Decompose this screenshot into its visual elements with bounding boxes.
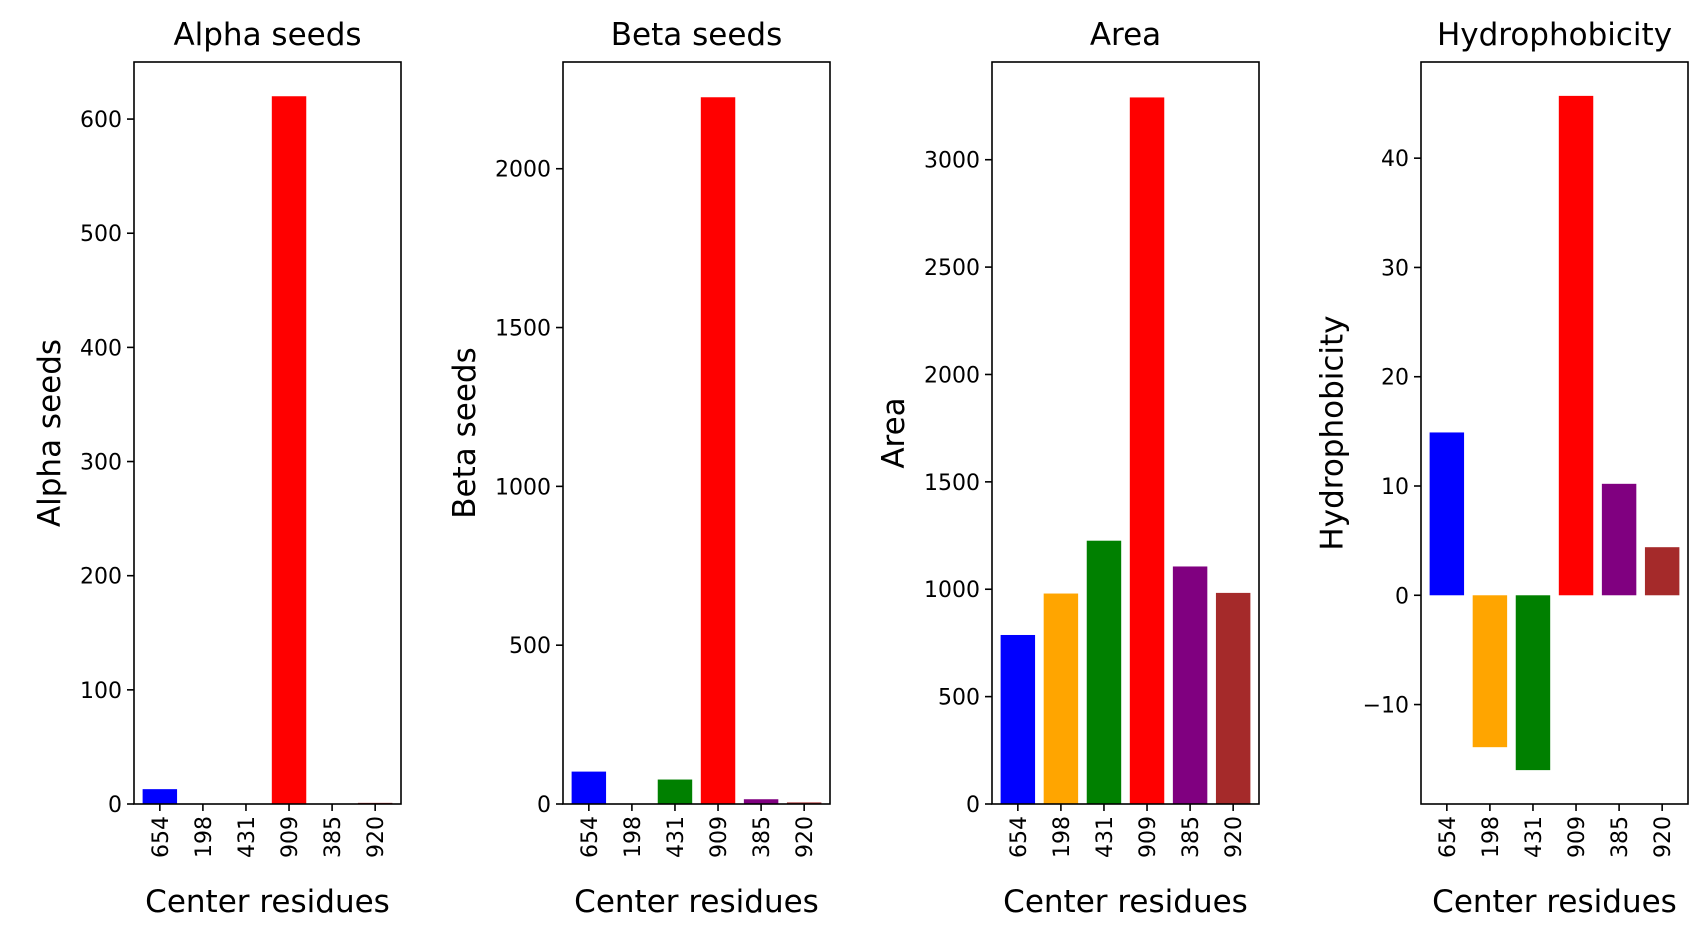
y-axis-label: Beta seeds [447, 347, 483, 518]
y-tick-label: −10 [1363, 694, 1409, 719]
y-tick-label: 1500 [495, 317, 551, 342]
subplot-1: 0 100 200 300 400 500 600 654 198 431 909 385 920 Alp… [32, 17, 402, 920]
bar-909 [1558, 95, 1594, 596]
bar-909 [271, 96, 307, 804]
bar-920 [1644, 547, 1680, 596]
bar-385 [743, 799, 779, 804]
subplot-title: Alpha seeds [173, 17, 361, 53]
bar-654 [571, 771, 607, 804]
x-tick-label: 431 [235, 816, 260, 858]
bar-654 [1429, 432, 1465, 596]
y-tick-label: 2000 [495, 158, 551, 183]
y-tick-label: 1000 [924, 578, 980, 603]
x-tick-label: 654 [1436, 816, 1461, 858]
y-tick-label: 2000 [924, 363, 980, 388]
axes-frame [991, 61, 1260, 805]
x-tick-label: 920 [1222, 816, 1247, 858]
y-tick-label: 400 [80, 336, 122, 361]
x-axis-label: Center residues [1432, 884, 1677, 920]
subplot-2: 0 500 1000 1500 2000 654 198 431 909 385 920 Beta s… [447, 17, 831, 920]
subplot-title: Beta seeds [611, 17, 782, 53]
x-tick-label: 431 [1522, 816, 1547, 858]
x-tick-label: 385 [750, 816, 775, 858]
y-tick-label: 3000 [924, 149, 980, 174]
y-tick-label: 1000 [495, 475, 551, 500]
bar-385 [1172, 566, 1208, 804]
y-tick-label: 300 [80, 451, 122, 476]
axes-frame [1420, 61, 1689, 805]
subplot-title: Hydrophobicity [1437, 17, 1672, 53]
bar-198 [1043, 593, 1079, 804]
x-tick-label: 654 [1007, 816, 1032, 858]
y-tick-label: 500 [509, 634, 551, 659]
y-tick-label: 100 [80, 679, 122, 704]
axes-frame [133, 61, 402, 805]
x-tick-label: 909 [1136, 816, 1161, 858]
bar-431 [1515, 595, 1551, 771]
y-tick-label: 500 [938, 686, 980, 711]
x-tick-label: 920 [793, 816, 818, 858]
bar-909 [700, 97, 736, 805]
y-tick-label: 2500 [924, 256, 980, 281]
y-tick-label: 200 [80, 565, 122, 590]
x-tick-label: 198 [621, 816, 646, 858]
subplot-title: Area [1090, 17, 1161, 53]
x-tick-label: 654 [578, 816, 603, 858]
x-tick-label: 909 [278, 816, 303, 858]
x-tick-label: 385 [1608, 816, 1633, 858]
bar-654 [1000, 634, 1036, 804]
y-tick-label: 0 [537, 793, 551, 818]
bar-431 [1086, 540, 1122, 804]
x-axis-label: Center residues [1003, 884, 1248, 920]
x-tick-label: 920 [1651, 816, 1676, 858]
y-tick-label: 0 [1395, 584, 1409, 609]
y-tick-label: 600 [80, 108, 122, 133]
y-axis-label: Area [876, 397, 912, 468]
x-tick-label: 654 [149, 816, 174, 858]
x-axis-label: Center residues [145, 884, 390, 920]
x-tick-label: 198 [192, 816, 217, 858]
subplot-4: −10 0 10 20 30 40 654 198 431 909 385 920 Hydrophobi… [1315, 17, 1689, 920]
y-tick-label: 0 [108, 793, 122, 818]
subplot-3: 0 500 1000 1500 2000 2500 3000 654 198 431 909 385 9… [876, 17, 1260, 920]
x-tick-label: 431 [664, 816, 689, 858]
y-tick-label: 0 [966, 793, 980, 818]
x-tick-label: 385 [321, 816, 346, 858]
y-axis-label: Hydrophobicity [1315, 315, 1351, 550]
x-tick-label: 909 [1565, 816, 1590, 858]
y-tick-label: 20 [1381, 366, 1409, 391]
bar-654 [142, 789, 178, 804]
x-tick-label: 198 [1479, 816, 1504, 858]
x-tick-label: 909 [707, 816, 732, 858]
bar-198 [1472, 595, 1508, 748]
y-tick-label: 10 [1381, 475, 1409, 500]
y-tick-label: 500 [80, 222, 122, 247]
x-axis-label: Center residues [574, 884, 819, 920]
bar-909 [1129, 97, 1165, 804]
axes-frame [562, 61, 831, 805]
y-tick-label: 1500 [924, 471, 980, 496]
x-tick-label: 385 [1179, 816, 1204, 858]
y-axis-label: Alpha seeds [32, 339, 68, 527]
bar-920 [1215, 592, 1251, 804]
bar-431 [657, 779, 693, 804]
x-tick-label: 920 [364, 816, 389, 858]
y-tick-label: 30 [1381, 256, 1409, 281]
bar-385 [1601, 483, 1637, 596]
x-tick-label: 431 [1093, 816, 1118, 858]
y-tick-label: 40 [1381, 147, 1409, 172]
x-tick-label: 198 [1050, 816, 1075, 858]
